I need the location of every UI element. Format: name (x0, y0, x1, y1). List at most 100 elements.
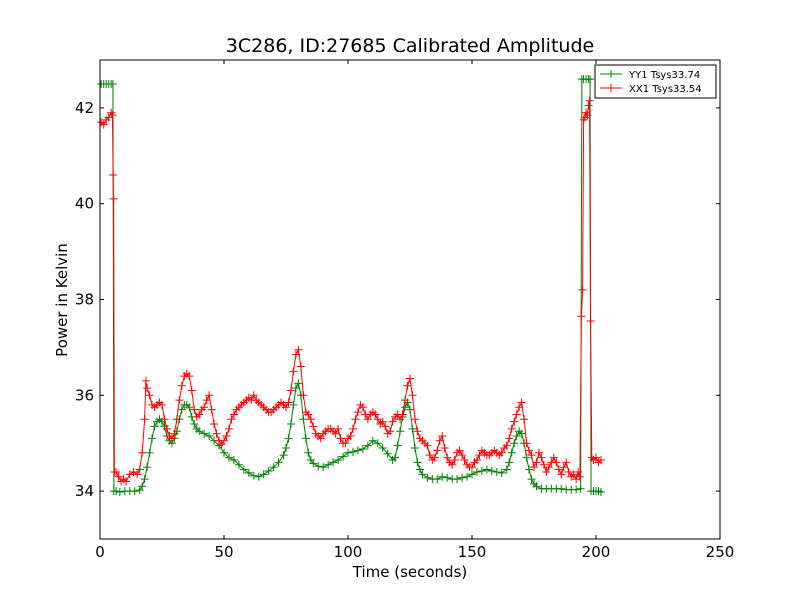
x-tick-label: 50 (214, 543, 233, 561)
data-point (572, 485, 581, 494)
data-point (279, 451, 288, 460)
data-point (530, 463, 538, 472)
data-point (185, 372, 194, 381)
data-point (130, 487, 139, 496)
data-point (291, 350, 300, 359)
data-point (578, 285, 587, 294)
x-tick-label: 0 (95, 543, 105, 561)
data-point (455, 446, 464, 455)
legend-box (594, 64, 717, 99)
data-point (401, 403, 410, 412)
x-tick-label: 250 (706, 543, 735, 561)
data-point (234, 460, 243, 469)
data-point (554, 465, 563, 474)
data-point (200, 403, 209, 412)
data-point (344, 448, 352, 457)
data-point (304, 448, 313, 457)
data-point (170, 429, 179, 438)
data-point (259, 470, 268, 479)
data-point (438, 432, 447, 441)
data-point (512, 410, 521, 419)
data-point (291, 384, 300, 393)
data-point (112, 487, 121, 496)
data-point (200, 429, 209, 438)
chart-title: 3C286, ID:27685 Calibrated Amplitude (226, 35, 594, 57)
data-point (505, 458, 514, 467)
data-point (373, 415, 382, 424)
data-point (443, 473, 452, 482)
data-point (549, 453, 558, 462)
data-point (575, 472, 584, 481)
data-point (339, 452, 348, 461)
data-point (210, 420, 219, 429)
data-point (140, 475, 149, 484)
data-point (527, 451, 536, 460)
data-point (507, 448, 516, 457)
data-point (487, 466, 496, 475)
data-point (334, 455, 343, 464)
data-point (576, 484, 585, 493)
data-point (406, 405, 414, 414)
data-point (584, 101, 593, 110)
data-point (299, 391, 308, 400)
data-point (177, 405, 186, 414)
data-point (224, 424, 233, 433)
data-point (177, 381, 186, 390)
data-point (341, 439, 350, 448)
data-point (527, 475, 536, 484)
data-point (220, 436, 228, 445)
data-point (497, 448, 506, 457)
data-point (190, 420, 199, 429)
legend-label: YY1 Tsys33.74 (628, 70, 700, 81)
data-point (383, 449, 392, 458)
data-point (336, 434, 345, 443)
data-point (108, 79, 117, 88)
legend-marker (607, 84, 615, 92)
data-point (586, 317, 595, 326)
data-point (141, 376, 150, 385)
data-point (438, 472, 447, 481)
data-point (212, 429, 221, 438)
data-point (185, 403, 194, 412)
data-point (227, 415, 236, 424)
data-point (112, 467, 121, 476)
data-point (517, 429, 526, 438)
data-point (294, 345, 303, 354)
data-point (413, 458, 422, 467)
data-point (510, 417, 519, 426)
data-point (294, 379, 303, 388)
data-point (460, 455, 469, 464)
data-point (143, 463, 152, 472)
legend-label: XX1 Tsys33.54 (629, 84, 702, 95)
data-point (532, 458, 541, 467)
data-point (160, 415, 169, 424)
data-point (109, 170, 118, 179)
data-point (158, 400, 166, 409)
data-point (596, 455, 605, 464)
data-point (502, 441, 511, 450)
data-point (515, 403, 524, 412)
data-point (448, 460, 457, 469)
data-point (596, 488, 605, 497)
data-point (99, 120, 108, 129)
data-point (440, 443, 449, 452)
data-point (286, 386, 295, 395)
data-point (329, 458, 338, 467)
data-point (195, 427, 204, 436)
data-point (274, 458, 283, 467)
data-point (148, 434, 157, 443)
data-point (577, 312, 586, 321)
data-point (202, 396, 211, 405)
data-point (539, 460, 548, 469)
data-point (224, 453, 233, 462)
data-point (138, 448, 147, 457)
data-point (296, 362, 305, 371)
data-point (562, 458, 571, 467)
data-point (505, 434, 514, 443)
data-point (520, 415, 529, 424)
data-point (583, 111, 592, 120)
data-point (314, 462, 323, 471)
y-axis-title: Power in Kelvin (53, 243, 71, 357)
data-point (418, 470, 427, 479)
data-point (172, 415, 181, 424)
